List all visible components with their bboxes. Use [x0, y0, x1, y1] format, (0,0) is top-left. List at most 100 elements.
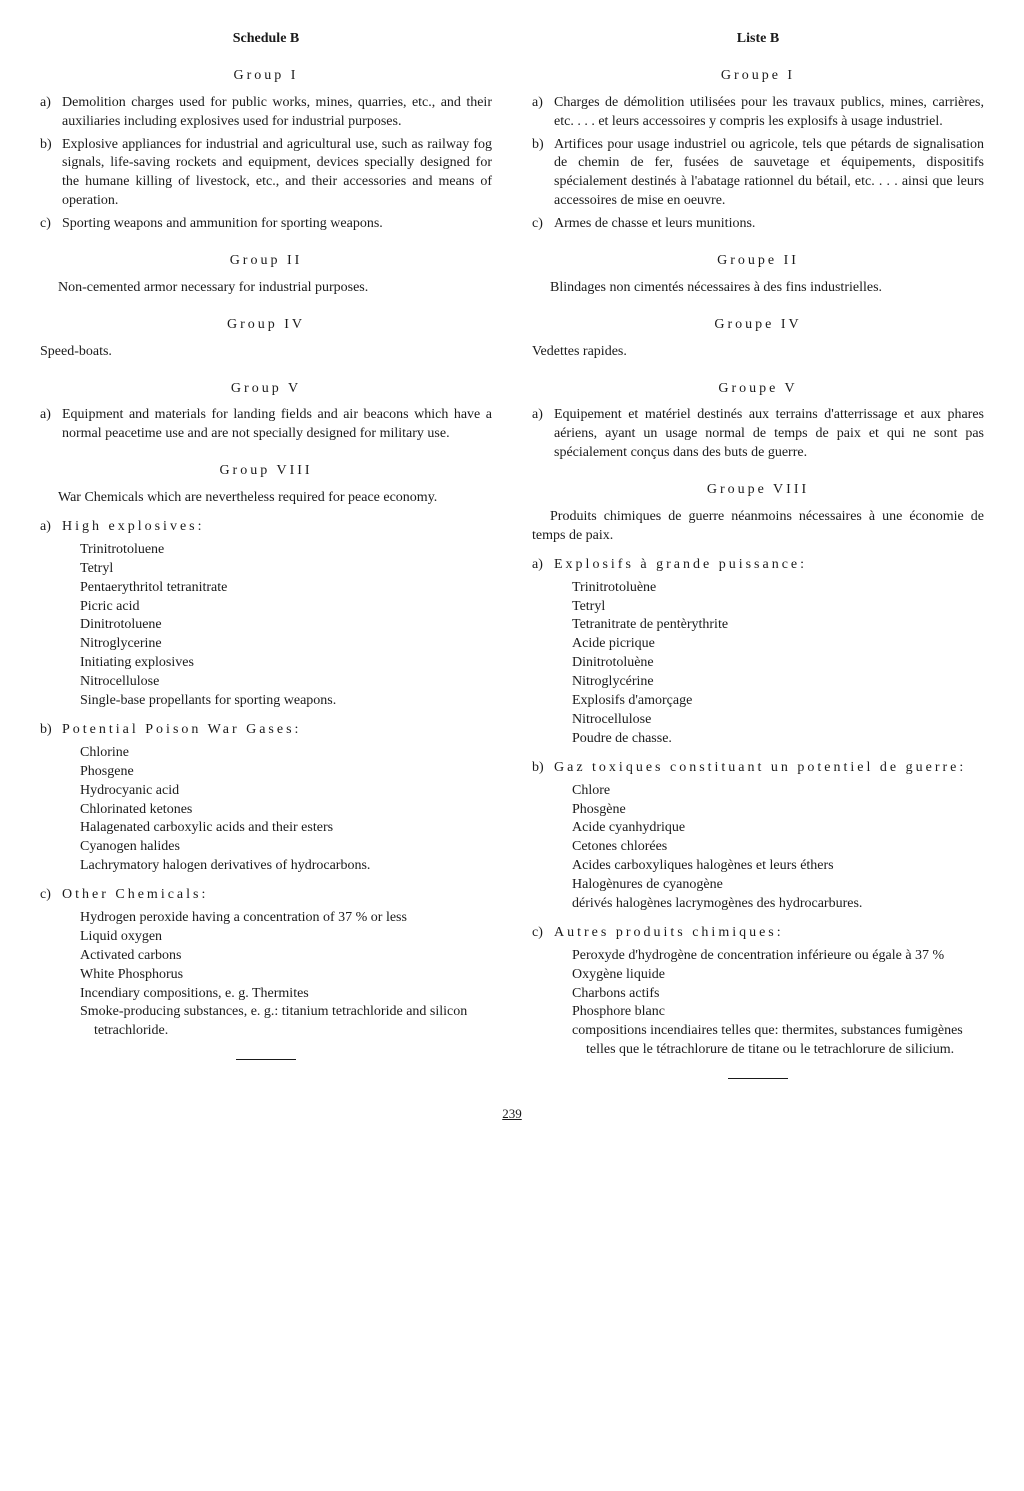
sub-heading-label: b) [532, 759, 554, 778]
group-heading: Group I [40, 67, 492, 86]
item-label: a) [40, 406, 62, 444]
item-text: Equipment and materials for landing fiel… [62, 406, 492, 444]
chemical-item: Phosgène [572, 801, 984, 820]
list-item: c)Sporting weapons and ammunition for sp… [40, 215, 492, 234]
left-column: Schedule BGroup Ia)Demolition charges us… [40, 30, 492, 1079]
chemical-item: dérivés halogènes lacrymogènes des hydro… [572, 895, 984, 914]
page-container: Schedule BGroup Ia)Demolition charges us… [40, 30, 984, 1079]
item-text: Armes de chasse et leurs munitions. [554, 215, 984, 234]
item-list: a)Charges de démolition utilisées pour l… [532, 94, 984, 234]
group-plain-text: Speed-boats. [40, 343, 492, 362]
group-paragraph: War Chemicals which are nevertheless req… [40, 489, 492, 508]
chemical-item: Lachrymatory halogen derivatives of hydr… [80, 857, 492, 876]
group-plain-text: Vedettes rapides. [532, 343, 984, 362]
sub-heading-label: a) [40, 518, 62, 537]
chemical-item: White Phosphorus [80, 966, 492, 985]
item-label: b) [40, 136, 62, 212]
chemical-item: Acide picrique [572, 635, 984, 654]
sub-heading-title: Other Chemicals: [62, 887, 208, 902]
item-list: a)Equipement et matériel destinés aux te… [532, 406, 984, 463]
sub-heading-title: High explosives: [62, 519, 205, 534]
sub-heading-title: Gaz toxiques constituant un potentiel de… [554, 760, 966, 775]
chemical-list: TrinitrotolueneTetrylPentaerythritol tet… [80, 541, 492, 711]
item-label: a) [40, 94, 62, 132]
chemical-list: Hydrogen peroxide having a concentration… [80, 909, 492, 1041]
item-label: a) [532, 94, 554, 132]
sub-heading: a)High explosives: [62, 518, 492, 537]
chemical-item: Hydrocyanic acid [80, 782, 492, 801]
right-column: Liste B Groupe I a)Charges de démolition u… [532, 30, 984, 1079]
sub-heading: a)Explosifs à grande puissance: [554, 556, 984, 575]
chemical-item: Poudre de chasse. [572, 730, 984, 749]
chemical-item: Chlorinated ketones [80, 801, 492, 820]
page-number: 239 [40, 1105, 984, 1123]
item-text: Sporting weapons and ammunition for spor… [62, 215, 492, 234]
chemical-item: Halagenated carboxylic acids and their e… [80, 819, 492, 838]
chemical-item: Incendiary compositions, e. g. Thermites [80, 985, 492, 1004]
group-heading: Group VIII [40, 462, 492, 481]
item-label: c) [532, 215, 554, 234]
chemical-item: Phosphore blanc [572, 1003, 984, 1022]
chemical-item: Trinitrotoluène [572, 579, 984, 598]
list-item: a)Charges de démolition utilisées pour l… [532, 94, 984, 132]
chemical-item: Initiating explosives [80, 654, 492, 673]
chemical-item: Activated carbons [80, 947, 492, 966]
chemical-item: Cetones chlorées [572, 838, 984, 857]
sub-heading: b)Potential Poison War Gases: [62, 721, 492, 740]
chemical-item: Single-base propellants for sporting wea… [80, 692, 492, 711]
chemical-item: Tetryl [80, 560, 492, 579]
chemical-item: Dinitrotoluene [80, 616, 492, 635]
item-text: Artifices pour usage industriel ou agric… [554, 136, 984, 212]
chemical-item: Pentaerythritol tetranitrate [80, 579, 492, 598]
sub-heading: b)Gaz toxiques constituant un potentiel … [554, 759, 984, 778]
item-label: a) [532, 406, 554, 463]
item-label: b) [532, 136, 554, 212]
group-heading: Group II [40, 252, 492, 271]
chemical-item: Explosifs d'amorçage [572, 692, 984, 711]
chemical-item: Cyanogen halides [80, 838, 492, 857]
chemical-item: Picric acid [80, 598, 492, 617]
schedule-title: Liste B [532, 30, 984, 49]
chemical-item: Chlorine [80, 744, 492, 763]
item-text: Explosive appliances for industrial and … [62, 136, 492, 212]
group-paragraph: Produits chimiques de guerre néanmoins n… [532, 508, 984, 546]
sub-heading-title: Potential Poison War Gases: [62, 722, 301, 737]
section-rule [236, 1059, 296, 1060]
list-item: b)Artifices pour usage industriel ou agr… [532, 136, 984, 212]
sub-heading-title: Autres produits chimiques: [554, 925, 784, 940]
section-rule [728, 1078, 788, 1079]
chemical-item: Oxygène liquide [572, 966, 984, 985]
group-paragraph: Blindages non cimentés nécessaires à des… [532, 279, 984, 298]
chemical-item: Charbons actifs [572, 985, 984, 1004]
chemical-item: Hydrogen peroxide having a concentration… [80, 909, 492, 928]
chemical-list: TrinitrotoluèneTetrylTetranitrate de pen… [572, 579, 984, 749]
sub-heading: c)Other Chemicals: [62, 886, 492, 905]
group-paragraph: Non-cemented armor necessary for industr… [40, 279, 492, 298]
group-heading: Group V [40, 380, 492, 399]
chemical-item: Peroxyde d'hydrogène de concentration in… [572, 947, 984, 966]
list-item: a)Equipement et matériel destinés aux te… [532, 406, 984, 463]
sub-heading: c)Autres produits chimiques: [554, 924, 984, 943]
sub-heading-label: c) [532, 924, 554, 943]
chemical-list: Peroxyde d'hydrogène de concentration in… [572, 947, 984, 1060]
list-item: c)Armes de chasse et leurs munitions. [532, 215, 984, 234]
list-item: a)Equipment and materials for landing fi… [40, 406, 492, 444]
group-heading: Groupe V [532, 380, 984, 399]
chemical-item: Tetryl [572, 598, 984, 617]
group-heading: Groupe I [532, 67, 984, 86]
chemical-item: Nitrocellulose [572, 711, 984, 730]
chemical-item: Liquid oxygen [80, 928, 492, 947]
list-item: b)Explosive appliances for industrial an… [40, 136, 492, 212]
item-list: a)Equipment and materials for landing fi… [40, 406, 492, 444]
list-item: a)Demolition charges used for public wor… [40, 94, 492, 132]
group-heading: Groupe VIII [532, 481, 984, 500]
chemical-item: Nitrocellulose [80, 673, 492, 692]
group-heading: Group IV [40, 316, 492, 335]
chemical-list: ChlorinePhosgeneHydrocyanic acidChlorina… [80, 744, 492, 876]
chemical-item: Nitroglycerine [80, 635, 492, 654]
item-label: c) [40, 215, 62, 234]
chemical-item: Phosgene [80, 763, 492, 782]
group-heading: Groupe II [532, 252, 984, 271]
chemical-item: Dinitrotoluène [572, 654, 984, 673]
chemical-list: ChlorePhosgèneAcide cyanhydriqueCetones … [572, 782, 984, 914]
